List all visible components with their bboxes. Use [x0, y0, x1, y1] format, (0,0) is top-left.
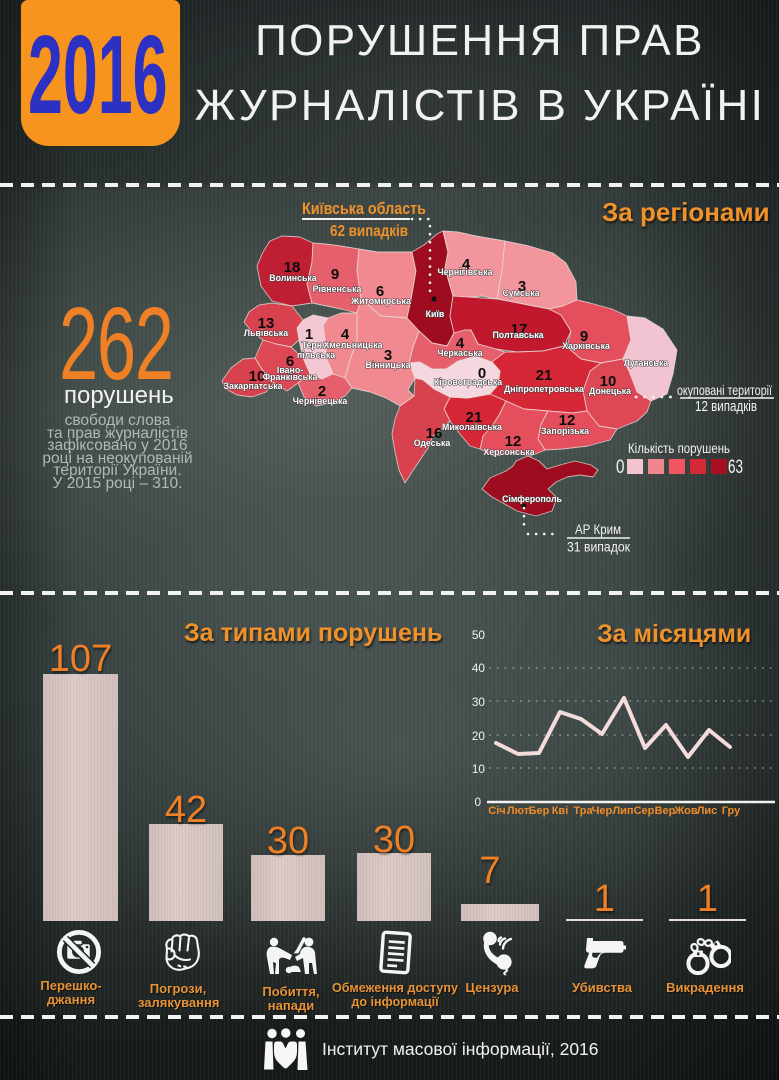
svg-text:10: 10	[472, 762, 486, 776]
svg-text:31 випадок: 31 випадок	[567, 540, 630, 555]
svg-text:17: 17	[511, 321, 528, 338]
svg-text:Сер: Сер	[634, 805, 655, 817]
svg-text:Бер: Бер	[529, 805, 550, 817]
svg-text:окуповані території: окуповані території	[677, 382, 772, 398]
svg-text:30: 30	[472, 695, 486, 709]
svg-text:Вер: Вер	[655, 805, 676, 817]
svg-text:Полтавська: Полтавська	[492, 330, 543, 340]
svg-text:Луганська: Луганська	[624, 358, 669, 368]
svg-text:Донецька: Донецька	[589, 386, 631, 396]
svg-text:Лют: Лют	[507, 805, 530, 817]
svg-text:Вінницька: Вінницька	[366, 360, 411, 370]
svg-text:Жов: Жов	[673, 805, 698, 817]
svg-text:Тра: Тра	[573, 805, 593, 817]
svg-text:Чернігівська: Чернігівська	[437, 267, 492, 277]
svg-text:Івано-: Івано-	[277, 365, 303, 375]
svg-text:2: 2	[318, 383, 326, 400]
svg-text:3: 3	[518, 278, 526, 295]
svg-text:Черкаська: Черкаська	[437, 348, 482, 358]
svg-text:Дніпропетровська: Дніпропетровська	[504, 384, 584, 394]
svg-text:Кіровоградська: Кіровоградська	[434, 377, 502, 387]
svg-text:40: 40	[472, 661, 486, 675]
svg-text:0: 0	[616, 457, 625, 478]
svg-text:62 випадків: 62 випадків	[330, 223, 408, 240]
svg-text:Чер: Чер	[592, 805, 613, 817]
svg-text:50: 50	[472, 628, 486, 642]
svg-text:Хмельницька: Хмельницька	[323, 340, 382, 350]
svg-text:20: 20	[472, 729, 486, 743]
svg-text:9: 9	[580, 328, 588, 345]
svg-text:10: 10	[600, 373, 617, 390]
svg-text:Миколаївська: Миколаївська	[442, 422, 502, 432]
svg-text:Львівська: Львівська	[244, 328, 288, 338]
svg-text:6: 6	[286, 353, 294, 370]
svg-text:10: 10	[249, 368, 266, 385]
svg-text:21: 21	[536, 367, 553, 384]
svg-text:Лис: Лис	[697, 805, 718, 817]
svg-text:Сімферополь: Сімферополь	[502, 494, 562, 504]
svg-text:63: 63	[728, 457, 743, 478]
svg-text:Січ: Січ	[488, 805, 505, 817]
svg-text:Лип: Лип	[612, 805, 633, 817]
svg-text:21: 21	[466, 409, 483, 426]
svg-text:Київ: Київ	[426, 309, 445, 319]
svg-text:13: 13	[258, 315, 275, 332]
svg-text:пільська: пільська	[297, 350, 335, 360]
svg-text:18: 18	[284, 259, 301, 276]
svg-text:Кві: Кві	[552, 805, 569, 817]
svg-text:4: 4	[456, 335, 465, 352]
svg-text:12: 12	[559, 412, 576, 429]
svg-text:9: 9	[331, 266, 339, 283]
svg-text:Терно-: Терно-	[302, 340, 331, 350]
svg-text:1: 1	[305, 326, 313, 343]
svg-text:Київська область: Київська область	[302, 200, 426, 218]
svg-text:Чернівецька: Чернівецька	[293, 396, 348, 406]
svg-text:4: 4	[341, 326, 350, 343]
svg-text:Харківська: Харківська	[562, 341, 610, 351]
svg-text:АР Крим: АР Крим	[575, 522, 621, 537]
svg-text:4: 4	[462, 256, 471, 273]
svg-text:Херсонська: Херсонська	[483, 447, 534, 457]
svg-text:Одеська: Одеська	[414, 438, 451, 448]
svg-text:Франківська: Франківська	[263, 372, 318, 382]
svg-text:Запорізька: Запорізька	[541, 426, 589, 436]
svg-text:Житомирська: Житомирська	[350, 296, 411, 306]
svg-text:Закарпатська: Закарпатська	[223, 381, 282, 391]
svg-text:0: 0	[474, 795, 481, 809]
svg-text:Волинська: Волинська	[269, 273, 317, 283]
svg-text:12: 12	[505, 433, 522, 450]
svg-text:Сумська: Сумська	[502, 288, 539, 298]
svg-text:Рівненська: Рівненська	[313, 284, 362, 294]
svg-text:6: 6	[376, 283, 384, 300]
svg-text:12 випадків: 12 випадків	[695, 399, 757, 415]
svg-text:Кількість порушень: Кількість порушень	[628, 440, 730, 456]
svg-text:Гру: Гру	[722, 805, 741, 817]
svg-text:3: 3	[384, 347, 392, 364]
svg-text:16: 16	[426, 425, 443, 442]
svg-text:0: 0	[478, 365, 486, 382]
